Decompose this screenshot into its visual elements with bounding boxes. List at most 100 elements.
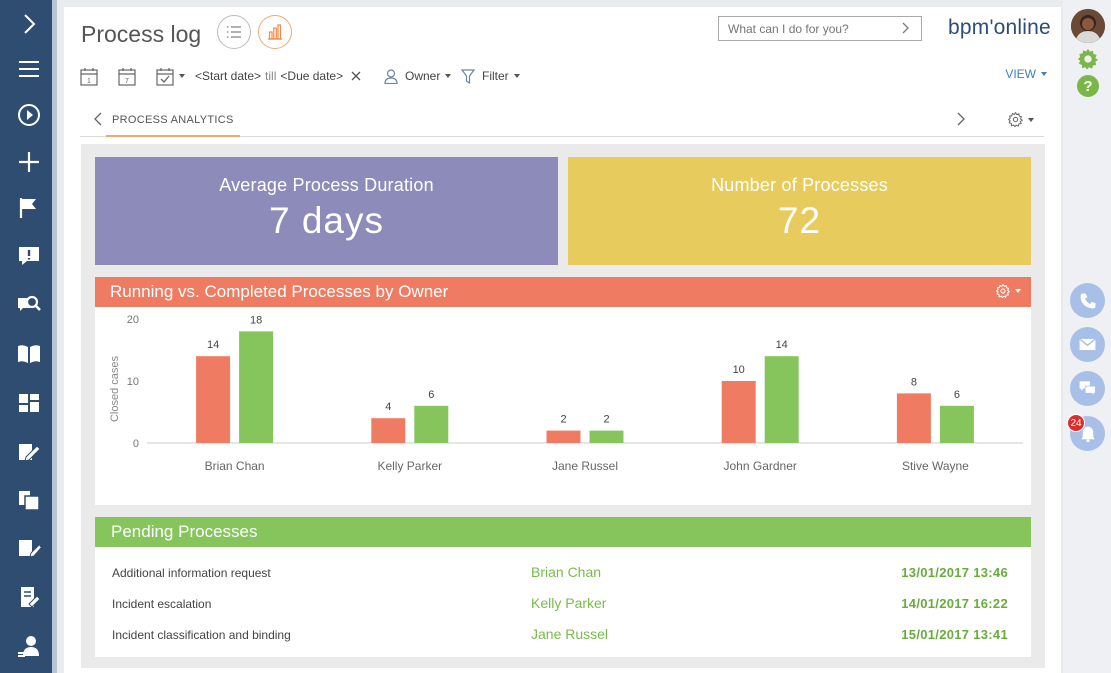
due-date-link[interactable]: <Due date>	[280, 69, 344, 83]
x-category-label: Kelly Parker	[377, 459, 442, 473]
menu-icon[interactable]	[0, 49, 57, 89]
task-document-icon[interactable]	[0, 577, 57, 617]
knowledge-book-icon[interactable]	[0, 334, 57, 374]
process-count-label: Number of Processes	[711, 175, 888, 195]
owner-filter-dropdown[interactable]: Owner	[384, 65, 452, 87]
tools-document-icon[interactable]	[0, 528, 57, 568]
bar-running-kelly-parker[interactable]	[371, 418, 406, 443]
pending-processes-widget: Pending Processes Additional information…	[95, 517, 1031, 657]
pending-process-name: Incident classification and binding	[112, 628, 291, 642]
pending-owner-link[interactable]: Jane Russel	[531, 626, 609, 642]
bar-completed-john-gardner[interactable]	[764, 356, 799, 443]
command-search-input[interactable]	[718, 16, 922, 41]
pending-row[interactable]: Additional information request Brian Chan…	[95, 560, 1031, 588]
bar-completed-brian-chan[interactable]	[239, 331, 274, 443]
settings-gear-icon[interactable]	[1077, 48, 1099, 70]
run-process-icon[interactable]	[0, 95, 57, 135]
x-category-label: Jane Russel	[552, 459, 618, 473]
calendar-period-dropdown[interactable]	[156, 65, 185, 87]
pending-process-name: Incident escalation	[112, 597, 212, 611]
chevron-down-icon	[445, 74, 452, 78]
user-icon	[384, 68, 398, 84]
chat-search-icon[interactable]	[0, 285, 57, 325]
bar-completed-stive-wayne[interactable]	[939, 405, 974, 443]
avg-duration-label: Average Process Duration	[219, 175, 434, 195]
x-category-label: John Gardner	[724, 459, 797, 473]
bar-value-label: 14	[207, 339, 219, 351]
filter-bar: 1 7 <Start date> till <Due date> Owner F…	[80, 65, 1050, 87]
bar-completed-kelly-parker[interactable]	[414, 405, 449, 443]
phone-icon[interactable]	[1070, 283, 1105, 318]
svg-text:1: 1	[87, 78, 91, 85]
alert-message-icon[interactable]	[0, 236, 57, 276]
bar-value-label: 6	[954, 389, 960, 401]
y-axis-label: Closed cases	[109, 355, 121, 422]
calendar-day-icon[interactable]: 1	[80, 65, 98, 87]
till-label: till	[265, 69, 277, 83]
user-avatar[interactable]	[1071, 9, 1105, 43]
pending-owner-link[interactable]: Brian Chan	[531, 564, 602, 580]
tab-bar: PROCESS ANALYTICS	[80, 107, 1044, 137]
notifications-count-badge: 24	[1067, 414, 1085, 432]
y-tick-label: 10	[127, 376, 139, 388]
bar-value-label: 2	[603, 414, 609, 426]
analytics-view-button[interactable]	[258, 15, 292, 49]
expand-nav-icon[interactable]	[0, 4, 57, 44]
chevron-down-icon	[513, 74, 520, 78]
add-icon[interactable]	[0, 142, 57, 182]
list-view-icon	[227, 26, 241, 38]
bar-value-label: 4	[385, 401, 391, 413]
pending-row[interactable]: Incident classification and binding Jane …	[95, 622, 1031, 650]
close-icon[interactable]	[351, 71, 361, 81]
dashboards-icon[interactable]	[0, 383, 57, 423]
bar-chart: Closed cases 0 10 20 14 18 4 6 2 2 10 14 8 6 Brian …	[109, 314, 1023, 473]
left-nav	[0, 0, 57, 673]
list-view-button[interactable]	[217, 15, 251, 49]
email-icon[interactable]	[1070, 327, 1105, 362]
user-settings-icon[interactable]	[0, 626, 57, 666]
brand-logo: bpm'online	[948, 16, 1051, 39]
bar-running-jane-russel[interactable]	[546, 430, 581, 443]
edit-document-icon[interactable]	[0, 432, 57, 472]
y-tick-label: 0	[133, 438, 139, 450]
pending-title: Pending Processes	[95, 517, 1031, 547]
analytics-dashboard: Average Process Duration 7 days Number o…	[81, 144, 1045, 668]
view-menu-button[interactable]: VIEW	[1005, 67, 1047, 81]
chevron-down-icon	[1015, 289, 1021, 293]
page-title: Process log	[81, 21, 202, 47]
calendar-week-icon[interactable]: 7	[118, 65, 136, 87]
chevron-down-icon	[179, 74, 185, 78]
chevron-left-icon[interactable]	[94, 112, 102, 126]
search-go-icon[interactable]	[902, 22, 910, 34]
bar-completed-jane-russel[interactable]	[589, 430, 624, 443]
help-icon[interactable]: ?	[1077, 75, 1099, 97]
tab-process-analytics[interactable]: PROCESS ANALYTICS	[106, 107, 240, 137]
process-count-value: 72	[777, 200, 822, 241]
files-icon[interactable]	[0, 480, 57, 520]
bar-running-brian-chan[interactable]	[196, 356, 231, 443]
bar-running-stive-wayne[interactable]	[896, 393, 931, 443]
start-date-link[interactable]: <Start date>	[195, 69, 262, 83]
bar-value-label: 8	[911, 376, 917, 388]
avg-duration-value: 7 days	[268, 200, 384, 241]
x-category-label: Brian Chan	[205, 459, 265, 473]
tab-settings-button[interactable]	[1008, 112, 1034, 127]
pending-process-name: Additional information request	[112, 566, 271, 580]
chevron-down-icon	[1028, 117, 1034, 122]
right-bar: ? 24	[1063, 0, 1111, 673]
pending-row[interactable]: Incident escalation Kelly Parker 14/01/201…	[95, 591, 1031, 619]
view-label: VIEW	[1005, 67, 1036, 81]
date-range-filter[interactable]: <Start date> till <Due date>	[195, 65, 361, 87]
process-count-widget: Number of Processes 72	[568, 157, 1031, 265]
chart-settings-button[interactable]	[996, 284, 1021, 298]
bar-chart-icon	[268, 24, 282, 40]
flag-icon[interactable]	[0, 188, 57, 228]
filter-dropdown[interactable]: Filter	[461, 65, 520, 87]
chevron-right-icon[interactable]	[957, 112, 965, 126]
pending-owner-link[interactable]: Kelly Parker	[531, 595, 607, 611]
pending-date: 15/01/2017 13:41	[901, 627, 1008, 642]
gear-icon	[1008, 112, 1023, 127]
chat-icon[interactable]	[1070, 371, 1105, 406]
bar-running-john-gardner[interactable]	[721, 381, 756, 443]
calendar-check-icon	[156, 67, 174, 86]
